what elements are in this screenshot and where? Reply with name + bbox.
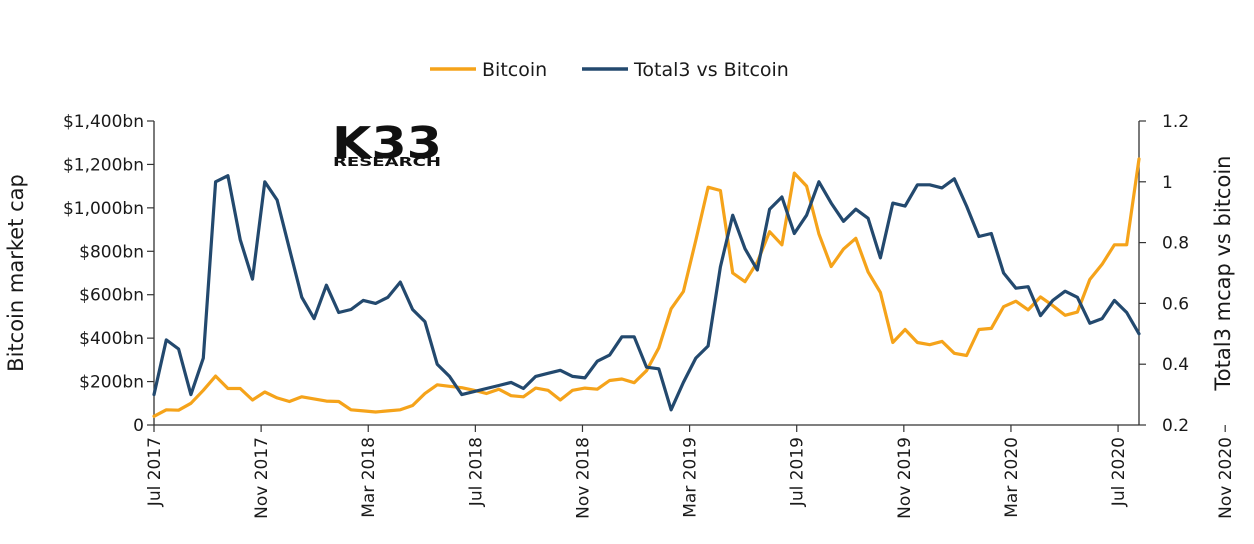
- right-axis-ticks: 0.2 0.4 0.6 0.8 1 1.2: [1139, 112, 1189, 436]
- logo-main: K33: [332, 118, 442, 169]
- left-tick-label: $1,400bn: [63, 112, 144, 132]
- x-tick-label: Nov 2019: [895, 437, 915, 519]
- left-axis-ticks: 0 $200bn $400bn $600bn $800bn $1,000bn $1,200b…: [63, 112, 154, 436]
- left-tick-label: $200bn: [79, 373, 144, 393]
- x-tick-label: Jul 2019: [788, 437, 808, 507]
- left-tick-label: 0: [133, 416, 144, 436]
- right-tick-label: 0.6: [1162, 294, 1189, 314]
- x-tick-label: Nov 2020: [1216, 437, 1236, 519]
- left-tick-label: $1,200bn: [63, 155, 144, 175]
- x-tick-label: Mar 2018: [359, 437, 379, 518]
- right-tick-label: 1: [1162, 173, 1173, 193]
- left-axis-title: Bitcoin market cap: [4, 174, 28, 372]
- series-layer: [152, 157, 1141, 418]
- legend: Bitcoin Total3 vs Bitcoin: [430, 59, 789, 81]
- legend-item-bitcoin: Bitcoin: [430, 59, 547, 81]
- right-tick-label: 0.4: [1162, 355, 1189, 375]
- x-tick-label: Nov 2017: [252, 437, 272, 519]
- x-tick-label: Mar 2019: [681, 437, 701, 518]
- logo: K33 RESEARCH: [332, 118, 442, 169]
- logo-sub: RESEARCH: [333, 154, 441, 169]
- right-tick-label: 1.2: [1162, 112, 1189, 132]
- left-tick-label: $1,000bn: [63, 199, 144, 219]
- legend-label-total3: Total3 vs Bitcoin: [633, 59, 789, 81]
- legend-item-total3: Total3 vs Bitcoin: [582, 59, 789, 81]
- axes: [153, 121, 1140, 426]
- legend-label-bitcoin: Bitcoin: [482, 59, 547, 81]
- right-tick-label: 0.2: [1162, 416, 1189, 436]
- right-tick-label: 0.8: [1162, 234, 1189, 254]
- x-tick-label: Jul 2020: [1109, 437, 1129, 507]
- x-tick-label: Nov 2018: [573, 437, 593, 519]
- right-axis-title: Total3 mcap vs bitcoin: [1211, 156, 1235, 392]
- x-tick-label: Mar 2020: [1002, 437, 1022, 518]
- x-tick-label: Jul 2018: [466, 437, 486, 507]
- series-line-total3: [152, 174, 1141, 412]
- x-axis-ticks: Jul 2017 Nov 2017 Mar 2018 Jul 2018 Nov 2018…: [145, 425, 1236, 519]
- left-tick-label: $800bn: [79, 242, 144, 262]
- series-line-bitcoin: [152, 157, 1141, 418]
- x-tick-label: Jul 2017: [145, 437, 165, 507]
- left-tick-label: $400bn: [79, 329, 144, 349]
- left-tick-label: $600bn: [79, 286, 144, 306]
